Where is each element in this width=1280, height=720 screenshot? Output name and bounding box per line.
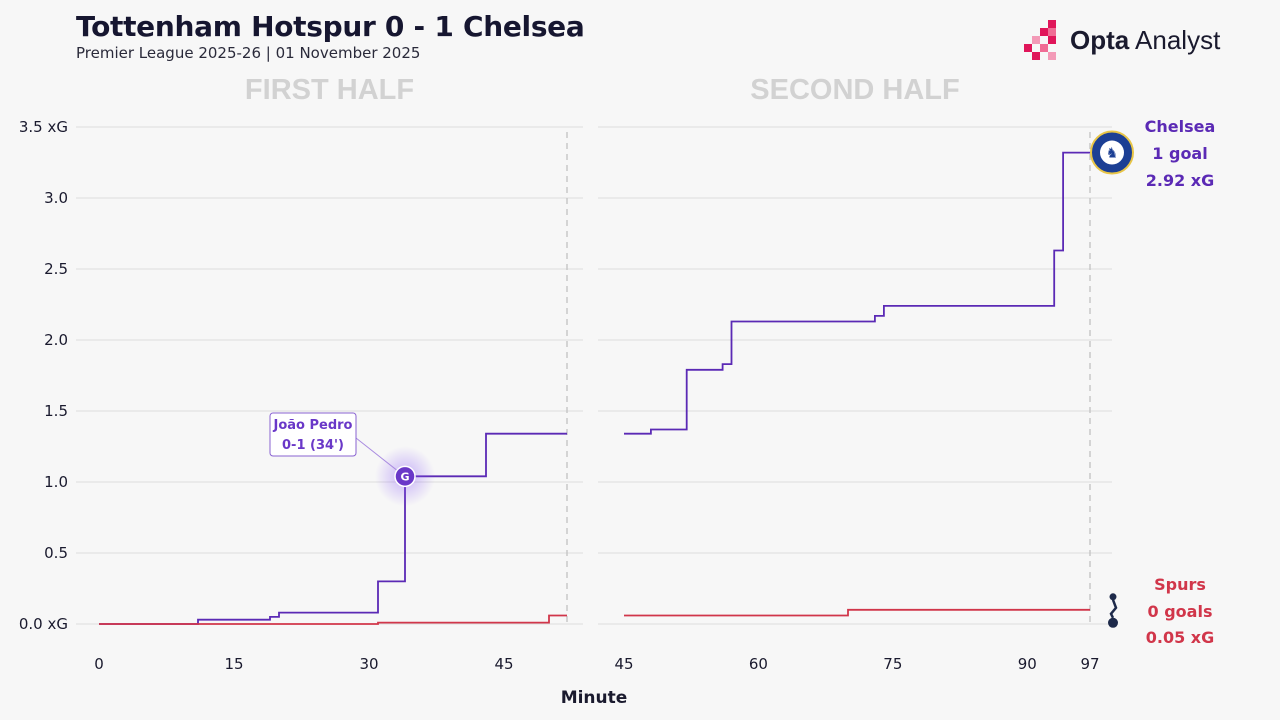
x-tick-label: 60 xyxy=(749,655,768,673)
y-tick-label: 0.5 xyxy=(44,544,68,562)
y-tick-label: 0.0 xG xyxy=(19,615,68,633)
match-subtitle: Premier League 2025-26 | 01 November 202… xyxy=(76,44,421,62)
opta-pixel-icon xyxy=(1024,20,1056,60)
goal-marker-letter: G xyxy=(400,470,409,483)
y-tick-label: 3.0 xyxy=(44,189,68,207)
spurs-xg-line-first-half xyxy=(99,614,567,625)
brand-bold: Opta xyxy=(1070,24,1130,55)
spurs-team-label: Spurs xyxy=(1154,575,1206,594)
x-tick-label: 45 xyxy=(494,655,513,673)
y-tick-label: 3.5 xG xyxy=(19,118,68,136)
x-tick-label: 97 xyxy=(1080,655,1099,673)
chelsea-team-label: Chelsea xyxy=(1145,117,1216,136)
spurs-goals-label: 0 goals xyxy=(1148,602,1213,621)
chelsea-goals-label: 1 goal xyxy=(1152,144,1207,163)
y-tick-label: 1.5 xyxy=(44,402,68,420)
chelsea-xg-line-first-half xyxy=(99,432,567,625)
page-title: Tottenham Hotspur 0 - 1 Chelsea xyxy=(76,10,585,43)
half-title: SECOND HALF xyxy=(750,74,959,106)
chelsea-crest-inner xyxy=(1100,140,1124,165)
x-tick-label: 45 xyxy=(614,655,633,673)
spurs-xg-line-second-half xyxy=(624,608,1090,617)
goal-marker xyxy=(394,465,416,488)
chelsea-crest-lion-icon: ♞ xyxy=(1106,146,1119,162)
chelsea-xg-label: 2.92 xG xyxy=(1146,171,1215,190)
chelsea-xg-line-second-half xyxy=(624,151,1090,435)
brand-name: Opta Analyst xyxy=(1070,25,1220,56)
x-tick-label: 90 xyxy=(1018,655,1037,673)
spurs-xg-label: 0.05 xG xyxy=(1146,628,1215,647)
spurs-cockerel-icon xyxy=(1109,593,1117,601)
x-axis-title: Minute xyxy=(561,688,628,708)
y-tick-label: 2.5 xyxy=(44,260,68,278)
annotation-leader-line xyxy=(355,437,398,471)
x-tick-label: 0 xyxy=(94,655,104,673)
x-tick-label: 30 xyxy=(359,655,378,673)
x-tick-label: 15 xyxy=(224,655,243,673)
spurs-cockerel-body-icon xyxy=(1109,599,1118,619)
spurs-ball-icon xyxy=(1108,617,1118,628)
goal-annotation-box xyxy=(269,412,357,457)
y-tick-label: 1.0 xyxy=(44,473,68,491)
goal-score-label: 0-1 (34') xyxy=(282,438,344,453)
opta-analyst-logo: Opta Analyst xyxy=(1022,20,1220,60)
brand-light: Analyst xyxy=(1135,24,1221,55)
y-tick-label: 2.0 xyxy=(44,331,68,349)
goal-scorer-label: João Pedro xyxy=(273,418,353,433)
half-title: FIRST HALF xyxy=(245,74,414,106)
x-tick-label: 75 xyxy=(883,655,902,673)
